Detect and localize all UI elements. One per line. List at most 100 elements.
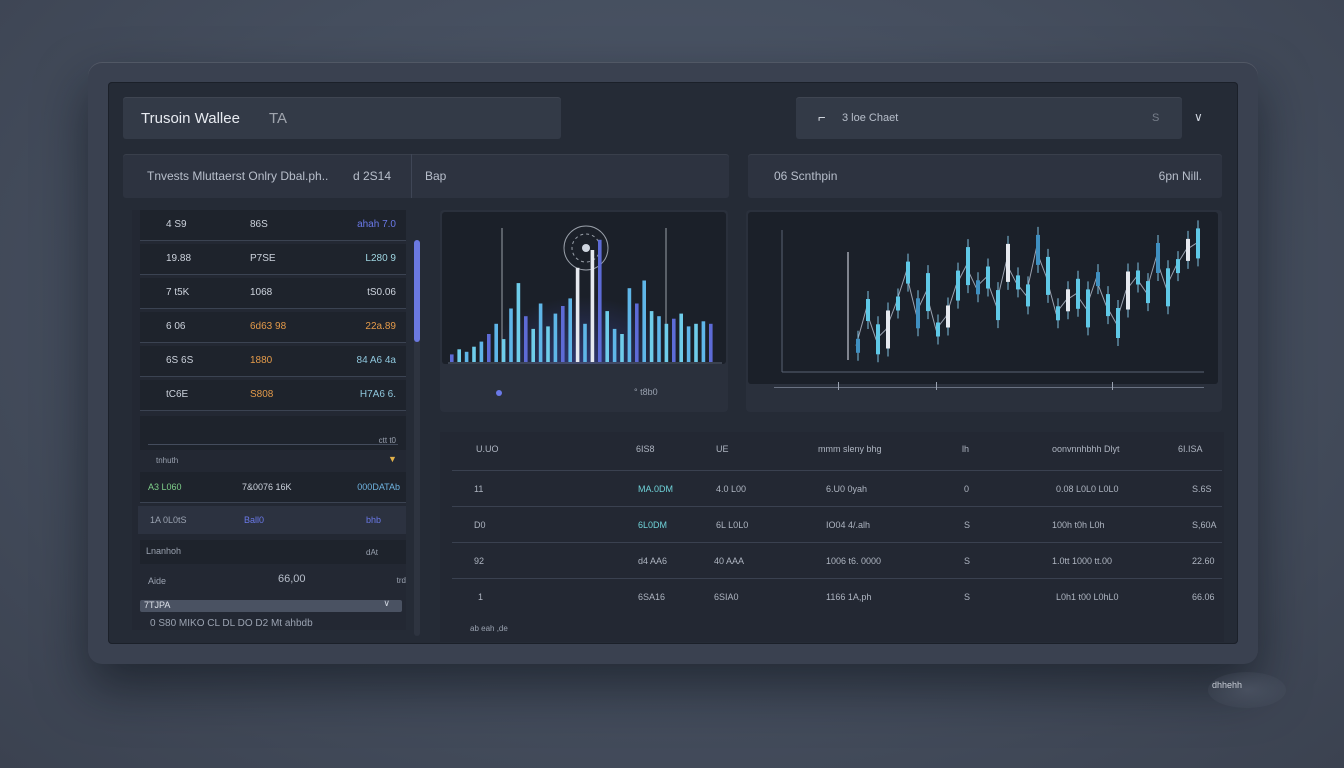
volume-bar [568, 298, 572, 362]
account-label: 3 loe Chaet [842, 112, 899, 124]
target-ring-dot [582, 244, 590, 252]
list-cell-a: 6 06 [166, 321, 186, 332]
candle-body [1046, 256, 1050, 295]
candle-body [876, 324, 880, 355]
candle-body [1166, 268, 1170, 307]
candle-body [886, 310, 890, 349]
volume-bar [649, 311, 654, 362]
volume-bar [657, 316, 661, 362]
table-header[interactable]: mmm sleny bhg [818, 444, 882, 454]
volume-chart-svg [448, 225, 722, 364]
candle-body [956, 270, 960, 301]
list-cell-a: tC6E [166, 389, 189, 400]
candle-body [1026, 284, 1030, 307]
candle-body [1126, 271, 1130, 310]
chevron-down-icon[interactable]: ∨ [1194, 110, 1203, 124]
volume-bar [575, 267, 580, 362]
candle-body [1186, 238, 1190, 261]
table-header[interactable]: U.UO [476, 444, 499, 454]
table-row[interactable]: D0 6L0DM 6L L0L0 IO04 4/.alh S 100h t0h … [452, 506, 1222, 543]
volume-bar [546, 326, 550, 362]
list-cell-b: S808 [250, 389, 274, 400]
list-row-fourth[interactable]: Aide 66,00 trd [140, 568, 406, 594]
table-cell: d4 AA6 [638, 556, 668, 566]
list-cell-b: 1880 [250, 355, 273, 366]
summary-row[interactable]: A3 L060 7&0076 16K 000DATAb [140, 472, 406, 503]
list-cell-a: 6S 6S [166, 355, 194, 366]
volume-bar [642, 280, 646, 362]
candle-body [996, 290, 1000, 321]
table-cell: 6L L0L0 [716, 520, 749, 530]
volume-bar [501, 339, 506, 362]
volume-chart[interactable] [442, 212, 726, 364]
market-label: 06 Scnthpin [774, 169, 838, 183]
list-cell-b: 1068 [250, 287, 273, 298]
list-row-secondary[interactable]: 1A 0L0tS Ball0 bhb [138, 506, 406, 534]
app-title-badge: TA [269, 110, 288, 127]
axis-tick [838, 382, 839, 390]
list-cell-c: L280 9 [365, 253, 396, 264]
filter-mid[interactable]: Bap [425, 169, 447, 183]
table-cell: S [964, 520, 971, 530]
candle-body [1096, 272, 1100, 287]
list-item[interactable]: 6 06 6d63 98 22a.89 [140, 312, 406, 343]
table-header[interactable]: oonvnnhbhh Dlyt [1052, 444, 1120, 454]
volume-bar [538, 303, 543, 362]
list-item[interactable]: tC6E S808 H7A6 6. [140, 380, 406, 411]
table-cell: 6.U0 0yah [826, 484, 868, 494]
volume-bar [605, 311, 609, 362]
candle-body [1086, 289, 1090, 328]
table-cell: 6SA16 [638, 592, 666, 602]
table-header[interactable]: lh [962, 444, 970, 454]
row2-left: 1A 0L0tS [150, 515, 187, 525]
list-item[interactable]: 6S 6S 1880 84 A6 4a [140, 346, 406, 377]
scrollbar-thumb[interactable] [414, 240, 420, 342]
filter-divider [411, 154, 412, 198]
table-cell: 100h t0h L0h [1052, 520, 1105, 530]
candle-body [896, 296, 900, 311]
table-cell: MA.0DM [638, 484, 674, 494]
row3-left: Lnanhoh [146, 546, 182, 556]
filter-text: Tnvests Mluttaerst Onlry Dbal.ph.. [147, 169, 329, 183]
row5-left: 7TJPA [144, 600, 171, 610]
volume-bar [694, 323, 698, 362]
transactions-table: U.UO 6IS8 UE mmm sleny bhg lh oonvnnhbhh… [440, 432, 1224, 642]
candle-body [1016, 275, 1020, 290]
mini-chart: ctt t0 [140, 416, 406, 450]
list-cell-c: H7A6 6. [359, 389, 396, 400]
dashboard-screen: Trusoin Wallee TA ⌐ 3 loe Chaet S ∨ Tnve… [108, 82, 1238, 644]
candle-body [1136, 270, 1140, 285]
table-header[interactable]: UE [716, 444, 729, 454]
list-scrollbar[interactable] [414, 240, 420, 636]
list-item[interactable]: 19.88 P7SE L280 9 [140, 244, 406, 275]
volume-bar [464, 351, 469, 362]
list-row-third[interactable]: Lnanhoh dAt [140, 540, 406, 564]
row6-text: 0 S80 MIKO CL DL DO D2 Mt ahbdb [150, 618, 313, 629]
volume-bar [450, 354, 454, 362]
table-header[interactable]: 6IS8 [636, 444, 655, 454]
volume-bar [531, 328, 535, 362]
candle-body [976, 280, 980, 295]
table-cell: L0h1 t00 L0hL0 [1056, 592, 1119, 602]
table-header[interactable]: 6I.ISA [1178, 444, 1203, 454]
table-cell: 6SIA0 [714, 592, 739, 602]
table-row[interactable]: 92 d4 AA6 40 AAA 1006 t6. 0000 S 1.0tt 1… [452, 542, 1222, 579]
list-item[interactable]: 7 t5K 1068 tS0.06 [140, 278, 406, 309]
table-row[interactable]: 11 MA.0DM 4.0 L00 6.U0 0yah 0 0.08 L0L0 … [452, 470, 1222, 507]
table-cell: IO04 4/.alh [826, 520, 871, 530]
price-chart[interactable] [748, 212, 1218, 384]
table-cell: 0.08 L0L0 L0L0 [1056, 484, 1119, 494]
caret-down-icon[interactable]: ▼ [388, 454, 397, 464]
summary-right: 000DATAb [357, 482, 400, 492]
account-selector[interactable]: ⌐ 3 loe Chaet S [796, 97, 1182, 139]
table-cell: 11 [474, 484, 484, 494]
price-chart-svg [781, 220, 1204, 373]
table-cell: 1166 1A,ph [826, 592, 872, 602]
summary-left: A3 L060 [148, 482, 182, 492]
list-item[interactable]: 4 S9 86S ahah 7.0 [140, 210, 406, 241]
table-row[interactable]: 1 6SA16 6SIA0 1166 1A,ph S L0h1 t00 L0hL… [452, 578, 1222, 615]
candle-body [936, 322, 940, 337]
candle-body [866, 299, 870, 321]
candle-body [926, 273, 930, 312]
select-field[interactable]: 7TJPA ∨ [140, 598, 402, 612]
